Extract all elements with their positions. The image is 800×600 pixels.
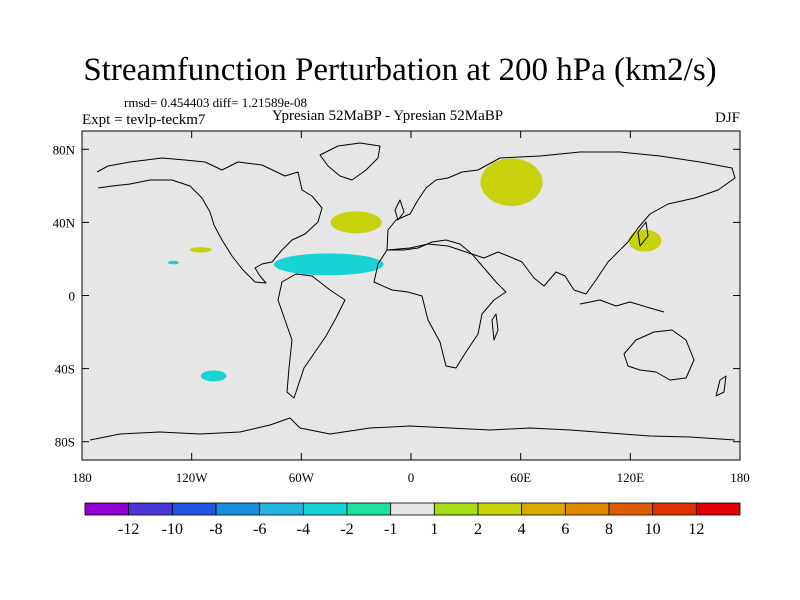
coastline-maritime-continent [579, 299, 665, 313]
colorbar: -12 -10 -8 -6 -4 -2 -1 1 2 4 6 8 10 12 [84, 502, 741, 538]
y-axis: 80N 40N 0 40S 80S [53, 142, 740, 450]
y-tick-label: 40S [55, 362, 75, 377]
season-label: DJF [714, 110, 740, 126]
coastline-japan [637, 221, 649, 247]
coastline-south-america [277, 273, 346, 399]
colorbar-label: 2 [474, 521, 482, 538]
colorbar-label: -1 [384, 521, 397, 538]
y-tick-label: 80N [53, 142, 76, 157]
colorbar-label: -6 [253, 521, 266, 538]
coastline-antarctica [89, 417, 736, 441]
anomaly-patch [167, 260, 179, 265]
colorbar-swatch [521, 502, 566, 516]
anomaly-patch [273, 253, 384, 276]
coastline-north-america [96, 157, 323, 284]
x-axis: 180 120W 60W 0 60E 120E 180 [72, 131, 750, 485]
colorbar-label: -4 [297, 521, 310, 538]
colorbar-swatch [477, 502, 523, 516]
colorbar-swatch [433, 502, 479, 516]
coastline-africa [373, 243, 507, 369]
coastline-greenland [319, 142, 381, 181]
colorbar-swatch [608, 502, 654, 516]
map-background [82, 131, 740, 460]
colorbar-swatch [171, 502, 217, 516]
colorbar-label: 12 [688, 521, 704, 538]
subtitle-label: Ypresian 52MaBP - Ypresian 52MaBP [272, 108, 504, 124]
map-plot-area [81, 130, 741, 461]
colorbar-label: -10 [162, 521, 183, 538]
coastline-british-isles [394, 199, 405, 221]
colorbar-swatch [259, 502, 304, 516]
anomaly-patch [200, 370, 227, 382]
coastline-madagascar [491, 313, 499, 341]
colorbar-swatch [652, 502, 697, 516]
plot-title: Streamfunction Perturbation at 200 hPa (… [83, 52, 717, 88]
colorbar-swatch [84, 502, 130, 516]
y-tick-label: 80S [55, 435, 75, 450]
colorbar-label: 8 [605, 521, 613, 538]
coastlines [89, 142, 736, 441]
colorbar-swatch [346, 502, 392, 516]
colorbar-swatch [695, 502, 741, 516]
coastline-eurasia [386, 151, 736, 295]
x-tick-label: 120W [176, 470, 209, 485]
colorbar-label: 10 [645, 521, 661, 538]
colorbar-swatch [215, 502, 261, 516]
x-tick-label: 180 [72, 470, 92, 485]
stats-label: rmsd= 0.454403 diff= 1.21589e-08 [124, 95, 308, 110]
y-tick-label: 0 [69, 289, 76, 304]
colorbar-swatch [302, 502, 348, 516]
anomaly-patch [189, 247, 212, 253]
anomaly-patch [330, 211, 382, 234]
x-tick-label: 0 [408, 470, 415, 485]
colorbar-swatch [564, 502, 610, 516]
anomaly-patch [480, 158, 543, 206]
colorbar-label: 6 [561, 521, 569, 538]
y-tick-label: 40N [53, 215, 76, 230]
colorbar-swatch [128, 502, 173, 516]
x-tick-label: 120E [617, 470, 645, 485]
colorbar-swatch [390, 502, 435, 516]
coastline-australia [623, 329, 695, 381]
colorbar-label: 4 [518, 521, 526, 538]
coastline-new-zealand [715, 375, 727, 397]
anomaly-patch [628, 229, 662, 252]
anomaly-layer [167, 158, 662, 382]
experiment-label: Expt = tevlp-teckm7 [82, 112, 206, 128]
colorbar-label: -12 [118, 521, 139, 538]
colorbar-label: -2 [340, 521, 353, 538]
x-tick-label: 60E [510, 470, 531, 485]
x-tick-label: 180 [730, 470, 750, 485]
x-tick-label: 60W [289, 470, 315, 485]
colorbar-label: -8 [209, 521, 222, 538]
colorbar-label: 1 [430, 521, 438, 538]
